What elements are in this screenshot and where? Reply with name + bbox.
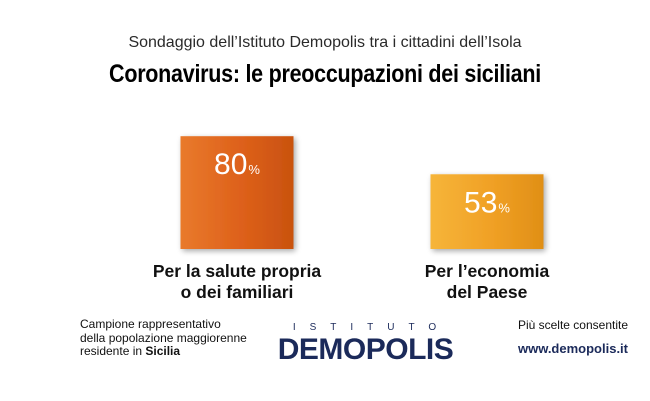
sample-line-2: della popolazione maggiorenne xyxy=(80,330,247,345)
bar-1 xyxy=(180,136,294,249)
logo-top-text: ISTITUTO xyxy=(292,322,451,333)
chart-subtitle: Sondaggio dell’Istituto Demopolis tra i … xyxy=(128,34,522,51)
website-url: www.demopolis.it xyxy=(517,341,628,356)
category-label-2: Per l’economia del Paese xyxy=(377,261,597,303)
category-label-2-line-1: Per l’economia xyxy=(424,261,550,281)
bar-2 xyxy=(430,174,544,249)
sample-line-1: Campione rappresentativo xyxy=(80,317,221,331)
category-label-1-line-2: o dei familiari xyxy=(180,282,294,302)
chart-title: Coronavirus: le preoccupazioni dei sicil… xyxy=(109,60,541,88)
category-label-1: Per la salute propria o dei familiari xyxy=(127,261,347,303)
logo-main-text: DEMOPOLIS xyxy=(277,333,454,366)
demopolis-logo: ISTITUTO DEMOPOLIS xyxy=(268,322,463,366)
footer-right: Più scelte consentite www.demopolis.it xyxy=(518,318,628,356)
sample-note: Campione rappresentativo della popolazio… xyxy=(80,317,247,359)
multiple-choice-note: Più scelte consentite xyxy=(517,318,628,332)
bar-value-label-2: 53% xyxy=(464,186,510,219)
category-label-1-line-1: Per la salute propria xyxy=(152,261,322,281)
bar-value-label-1: 80% xyxy=(214,148,260,181)
category-label-2-line-2: del Paese xyxy=(446,282,528,302)
sample-line-3: residente in Sicilia xyxy=(80,344,247,359)
sample-region: Sicilia xyxy=(145,344,181,358)
sample-line-3-prefix: residente in xyxy=(80,344,146,358)
